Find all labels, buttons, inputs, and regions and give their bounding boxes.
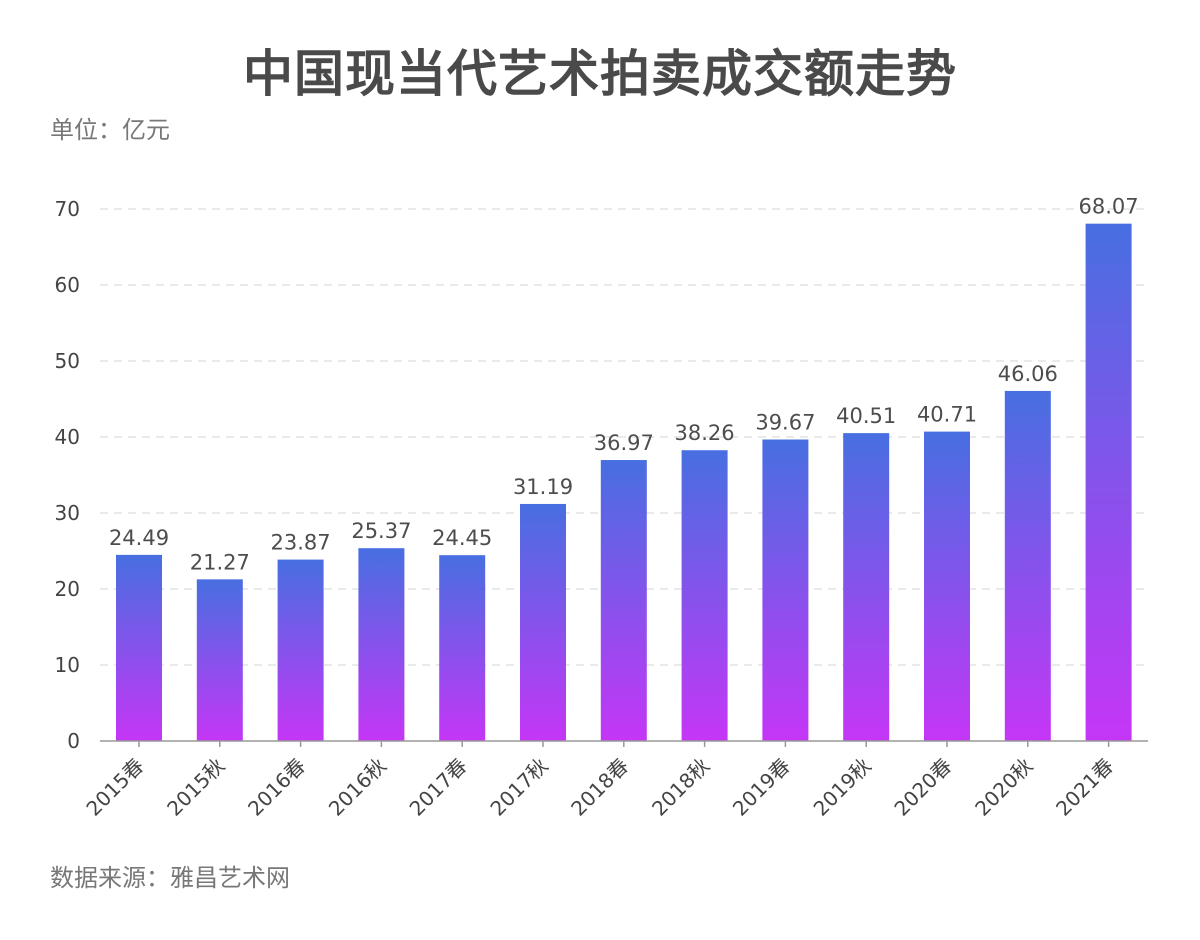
x-tick-label: 2018秋	[647, 754, 714, 821]
x-tick-label: 2015秋	[162, 754, 229, 821]
bar	[1085, 223, 1132, 742]
bar	[843, 433, 890, 741]
x-tick-label: 2017春	[405, 754, 472, 821]
data-label: 23.87	[271, 531, 331, 555]
x-tick-label: 2016秋	[324, 754, 391, 821]
x-axis	[100, 740, 1148, 747]
data-label: 40.71	[917, 403, 977, 427]
x-tick-label: 2021春	[1051, 754, 1118, 821]
data-label: 31.19	[513, 475, 573, 499]
y-tick-label: 0	[67, 729, 80, 753]
data-label: 25.37	[351, 519, 411, 543]
data-label: 24.49	[109, 526, 169, 550]
x-tick-label: 2019秋	[809, 754, 876, 821]
data-label: 38.26	[675, 421, 735, 445]
x-tick-label: 2017秋	[485, 754, 552, 821]
bar	[520, 503, 566, 741]
bar	[116, 554, 162, 741]
bar	[277, 559, 324, 741]
x-tick-label: 2019春	[728, 754, 795, 821]
x-tick-label: 2020秋	[970, 754, 1037, 821]
bar	[600, 460, 647, 741]
data-label: 68.07	[1079, 195, 1139, 219]
y-tick-label: 30	[55, 501, 80, 525]
bar	[924, 431, 970, 741]
x-tick-label: 2018春	[566, 754, 633, 821]
bar	[196, 579, 243, 741]
x-tick-label: 2015春	[81, 754, 148, 821]
data-label: 40.51	[836, 404, 896, 428]
data-label: 24.45	[432, 526, 492, 550]
y-tick-label: 60	[55, 273, 80, 297]
value-labels: 24.49 21.27 23.87 25.37 24.45 31.19 36.97 38.26…	[109, 195, 1139, 575]
bar	[762, 439, 809, 741]
y-tick-label: 10	[55, 653, 80, 677]
source-label: 数据来源：雅昌艺术网	[50, 864, 290, 892]
bars	[116, 223, 1132, 742]
bar	[358, 548, 405, 741]
y-axis-ticks: 0 10 20 30 40 50 60 70	[55, 197, 80, 753]
y-tick-label: 70	[55, 197, 80, 221]
y-tick-label: 40	[55, 425, 80, 449]
bar	[681, 450, 728, 741]
category-labels: 2015春 2015秋 2016春 2016秋 2017春 2017秋 2018春 2018秋…	[81, 754, 1118, 821]
unit-label: 单位：亿元	[50, 116, 170, 144]
x-tick-label: 2016春	[243, 754, 310, 821]
data-label: 21.27	[190, 550, 250, 574]
chart-title: 中国现当代艺术拍卖成交额走势	[243, 45, 957, 103]
y-tick-label: 20	[55, 577, 80, 601]
data-label: 46.06	[998, 362, 1058, 386]
bar	[1004, 390, 1051, 741]
x-tick-label: 2020春	[889, 754, 956, 821]
y-tick-label: 50	[55, 349, 80, 373]
data-label: 39.67	[755, 411, 815, 435]
bar	[439, 555, 486, 741]
data-label: 36.97	[594, 431, 654, 455]
